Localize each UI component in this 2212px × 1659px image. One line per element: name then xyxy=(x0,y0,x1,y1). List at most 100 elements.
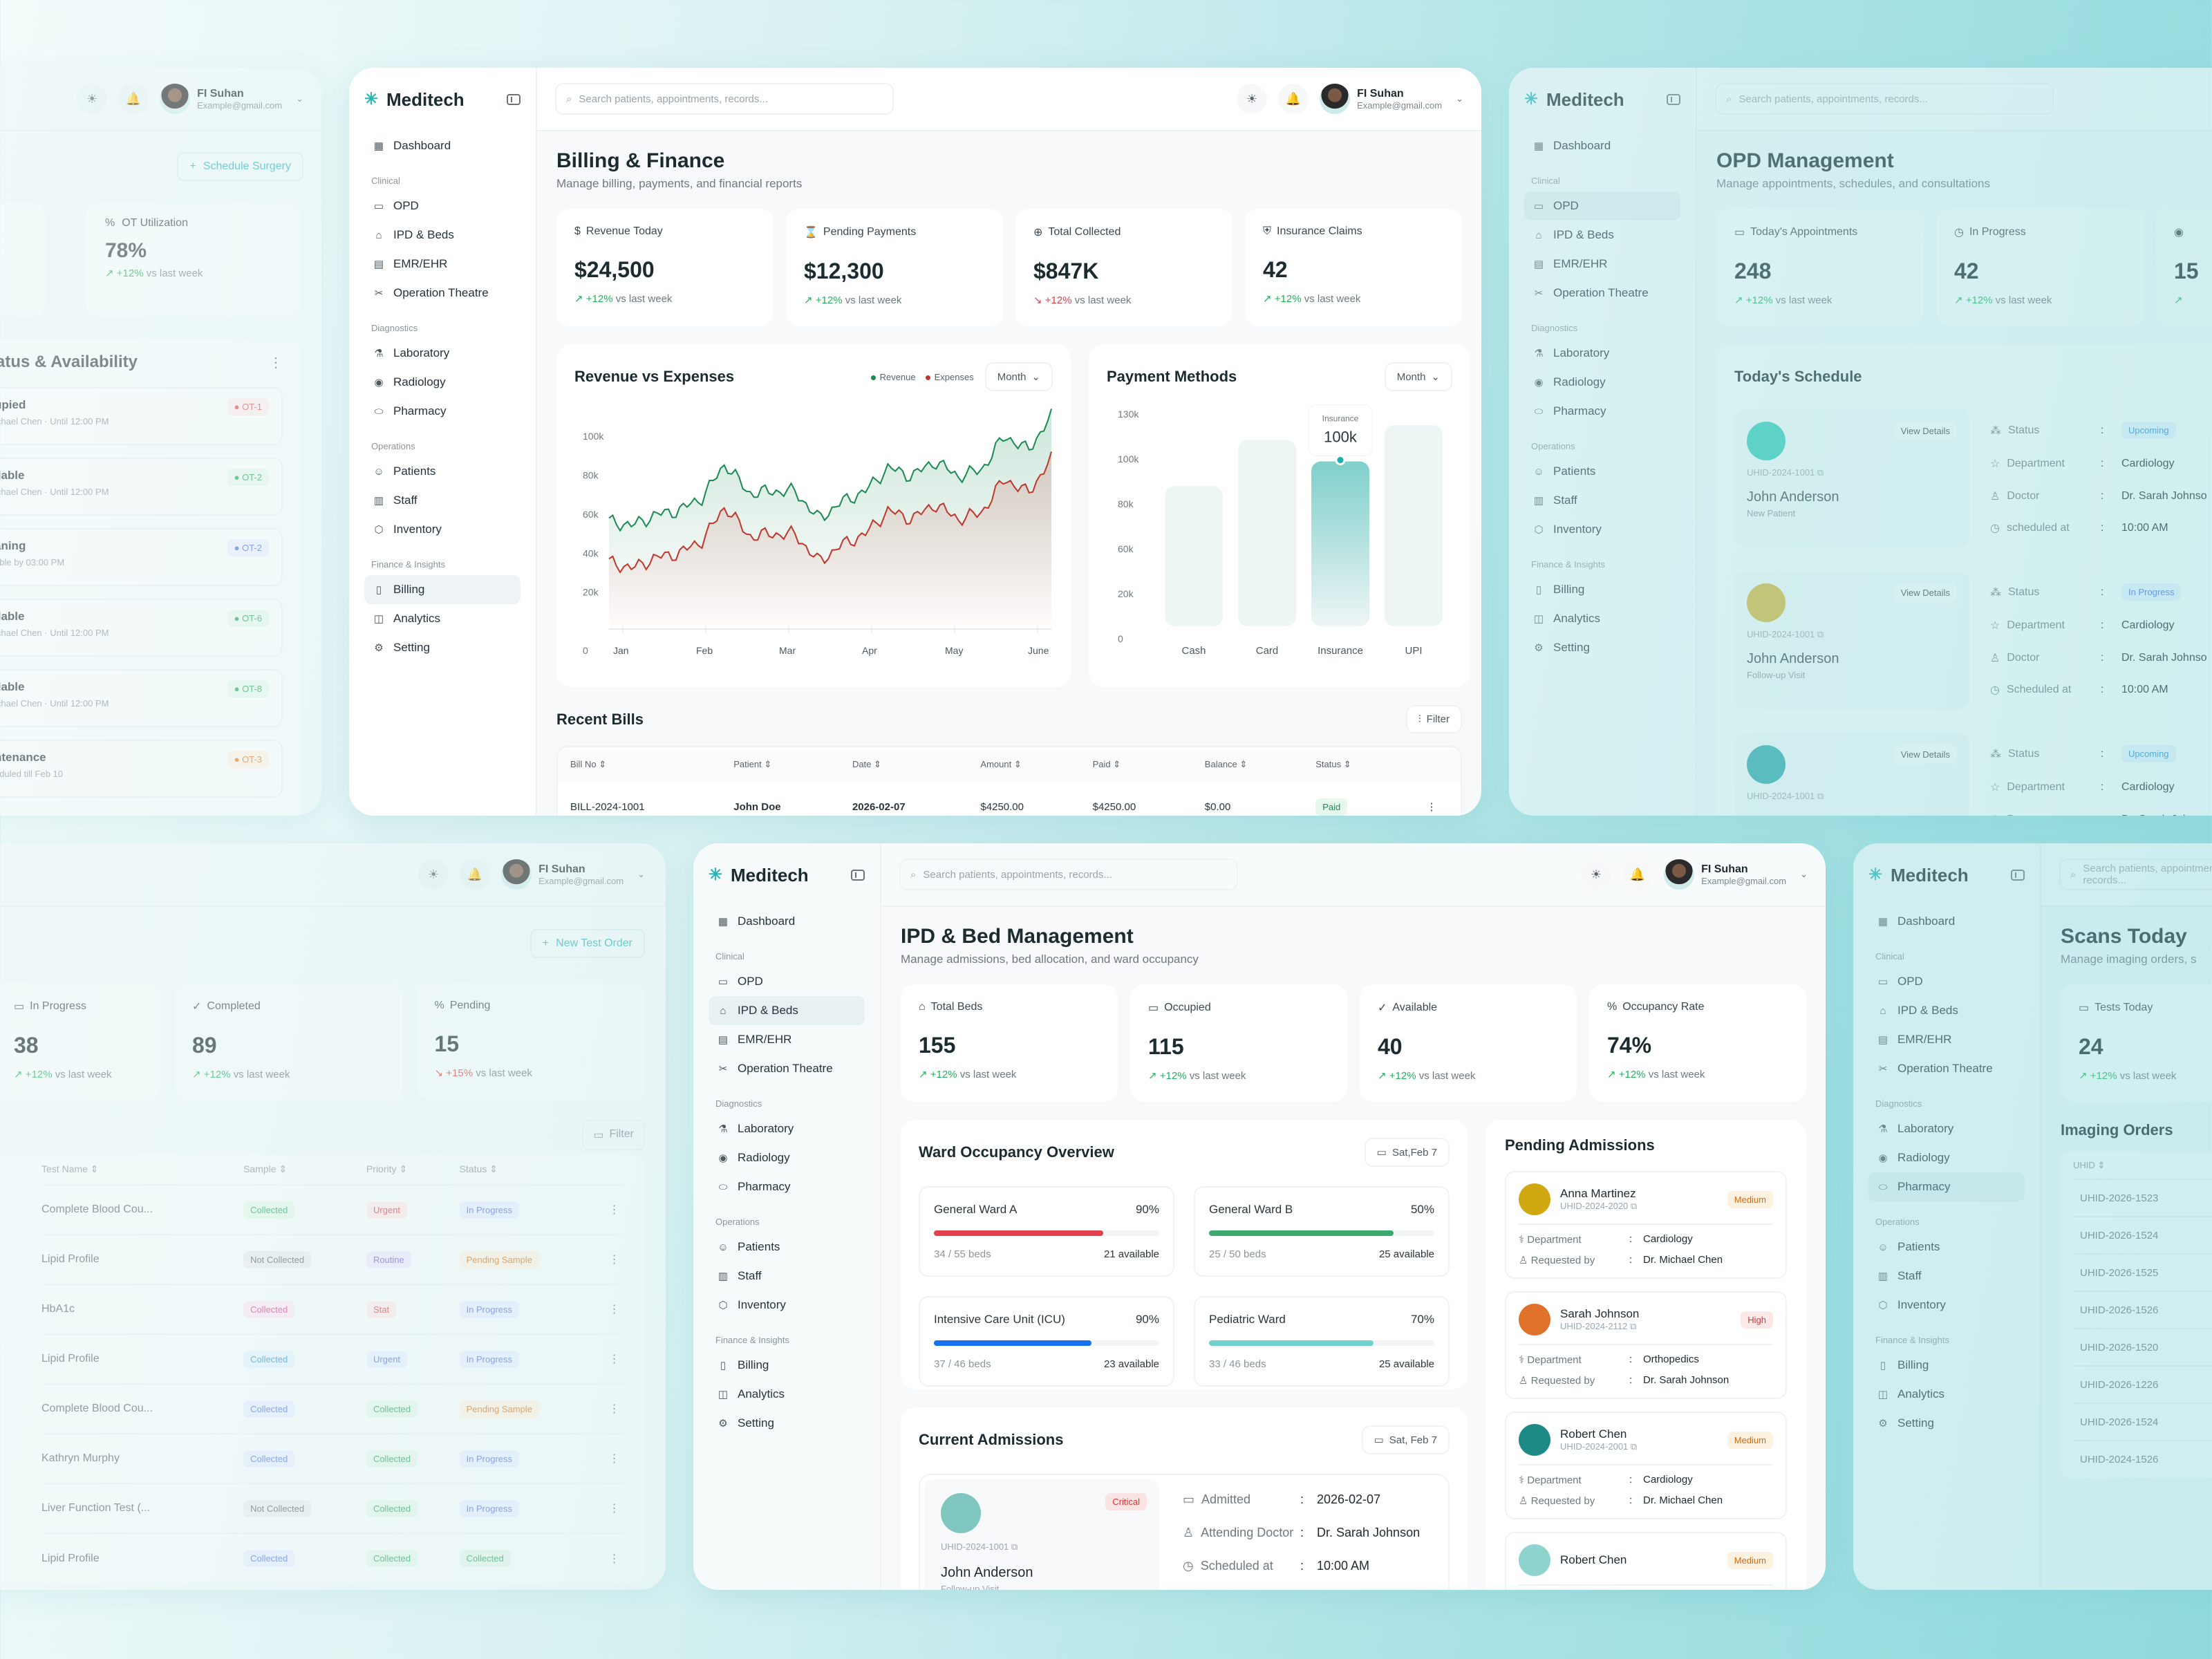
table-row[interactable]: UHID-2026-1523 Jo xyxy=(2073,1179,2212,1217)
table-row[interactable]: UHID-2026-1524 Gu xyxy=(2073,1403,2212,1441)
row-actions-icon[interactable]: ⋮ xyxy=(603,1234,624,1284)
sidebar-item-radiology[interactable]: ◉ Radiology xyxy=(1868,1143,2025,1172)
sidebar-item-inventory[interactable]: ⬡ Inventory xyxy=(1868,1291,2025,1320)
ot-status-row[interactable]: ilable ichael Chen · Until 12:00 PM ● OT… xyxy=(0,669,283,727)
sidebar-item-radiology[interactable]: ◉ Radiology xyxy=(709,1143,865,1172)
sidebar-item-patients[interactable]: ☺ Patients xyxy=(373,465,436,478)
table-row[interactable]: HbA1c Collected Stat In Progress ⋮ xyxy=(41,1284,624,1334)
sidebar-collapse-icon[interactable] xyxy=(507,94,521,105)
table-row[interactable]: UHID-2024-1526 Kri xyxy=(2073,1441,2212,1478)
sidebar-item-setting[interactable]: ⚙ Setting xyxy=(1524,633,1680,662)
sidebar-item-staff[interactable]: ▥ Staff xyxy=(718,1269,762,1282)
sidebar-item-opd[interactable]: ▭ OPD xyxy=(373,199,419,212)
sidebar-item-pharmacy[interactable]: ⬭ Pharmacy xyxy=(1868,1172,2025,1201)
sidebar-item-opd[interactable]: ▭ OPD xyxy=(1524,191,1680,221)
column-header[interactable]: Priority ⇕ xyxy=(366,1163,408,1174)
copy-icon[interactable]: ⧉ xyxy=(1817,629,1824,639)
sidebar-item-opd[interactable]: ▭ OPD xyxy=(718,975,763,988)
copy-icon[interactable]: ⧉ xyxy=(1817,791,1824,801)
sidebar-item-dashboard[interactable]: ▦ Dashboard xyxy=(373,139,451,152)
sidebar-item-operation-theatre[interactable]: ✂ Operation Theatre xyxy=(364,279,521,308)
sidebar-item-pharmacy[interactable]: ⬭ Pharmacy xyxy=(1524,397,1680,426)
ot-status-row[interactable]: ntenance eduled till Feb 10 ● OT-3 xyxy=(0,740,283,798)
sidebar-item-ipd[interactable]: ⌂ IPD & Beds xyxy=(709,996,865,1025)
ward-card[interactable]: Intensive Care Unit (ICU) 90% 37 / 46 bed… xyxy=(919,1296,1174,1387)
search-input[interactable]: ⌕ Search patients, appointments, records… xyxy=(555,83,894,115)
sidebar-item-analytics[interactable]: ◫ Analytics xyxy=(373,612,441,625)
notification-button[interactable]: 🔔 xyxy=(118,84,149,114)
column-header[interactable]: Status ⇕ xyxy=(459,1163,498,1174)
row-actions-icon[interactable]: ⋮ xyxy=(603,1284,624,1334)
sidebar-item-laboratory[interactable]: ⚗ Laboratory xyxy=(709,1114,865,1143)
ot-status-row[interactable]: aning able by 03:00 PM ● OT-2 xyxy=(0,528,283,586)
ward-card[interactable]: General Ward A 90% 34 / 55 beds 21 availab… xyxy=(919,1186,1174,1277)
copy-icon[interactable]: ⧉ xyxy=(1629,1321,1637,1331)
sidebar-item-analytics[interactable]: ◫ Analytics xyxy=(1877,1387,1945,1400)
sidebar-item-laboratory[interactable]: ⚗ Laboratory xyxy=(364,339,521,368)
table-row[interactable]: Liver Function Test (... Not Collected C… xyxy=(41,1483,624,1533)
sidebar-item-staff[interactable]: ▥ Staff xyxy=(1533,494,1577,507)
sidebar-item-ipd[interactable]: ⌂ IPD & Beds xyxy=(364,221,521,250)
ward-card[interactable]: Pediatric Ward 70% 33 / 46 beds 25 availab… xyxy=(1194,1296,1450,1387)
column-header[interactable]: Amount ⇕ xyxy=(968,747,1080,782)
sidebar-item-operation-theatre[interactable]: ✂ Operation Theatre xyxy=(1524,279,1680,308)
notification-button[interactable]: 🔔 xyxy=(1622,859,1653,890)
schedule-surgery-button[interactable]: + Schedule Surgery xyxy=(177,152,303,181)
sidebar-item-pharmacy[interactable]: ⬭ Pharmacy xyxy=(709,1172,865,1201)
sidebar-item-analytics[interactable]: ◫ Analytics xyxy=(1533,612,1601,625)
row-actions-icon[interactable]: ⋮ xyxy=(603,1184,624,1235)
user-menu[interactable]: FI Suhan Example@gmail.com ⌄ xyxy=(1664,859,1808,890)
ward-card[interactable]: General Ward B 50% 25 / 50 beds 25 availab… xyxy=(1194,1186,1450,1277)
column-header[interactable]: Paid ⇕ xyxy=(1080,747,1192,782)
sidebar-item-patients[interactable]: ☺ Patients xyxy=(1533,465,1596,478)
ot-status-row[interactable]: upied ichael Chen · Until 12:00 PM ● OT-… xyxy=(0,387,283,445)
sidebar-item-setting[interactable]: ⚙ Setting xyxy=(1868,1409,2025,1438)
sidebar-item-inventory[interactable]: ⬡ Inventory xyxy=(364,515,521,544)
sidebar-item-emr[interactable]: ▤ EMR/EHR xyxy=(718,1033,792,1046)
sidebar-collapse-icon[interactable] xyxy=(1667,94,1680,105)
notification-button[interactable]: 🔔 xyxy=(460,859,491,890)
column-header[interactable]: Date ⇕ xyxy=(839,747,968,782)
search-input[interactable]: ⌕ Search patients, appointments, records.… xyxy=(2059,859,2212,890)
sidebar-item-billing[interactable]: ▯ Billing xyxy=(709,1351,865,1380)
column-header-uhid[interactable]: UHID ⇕ xyxy=(2073,1159,2106,1170)
sidebar-item-emr[interactable]: ▤ EMR/EHR xyxy=(1533,257,1608,270)
filter-button[interactable]: ⫶ Filter xyxy=(1405,705,1462,733)
row-actions-icon[interactable]: ⋮ xyxy=(603,1383,624,1434)
search-input[interactable]: ⌕ Search patients, appointments, records.… xyxy=(899,859,1238,890)
new-test-order-button[interactable]: + New Test Order xyxy=(529,929,645,958)
date-picker[interactable]: ▭ Sat, Feb 7 xyxy=(1361,1425,1450,1454)
row-actions-icon[interactable]: ⋮ xyxy=(603,1433,624,1483)
sidebar-item-opd[interactable]: ▭ OPD xyxy=(1877,975,1923,988)
view-details-button[interactable]: View Details xyxy=(1893,422,1957,440)
ot-status-row[interactable]: ilable ichael Chen · Until 12:00 PM ● OT… xyxy=(0,458,283,516)
table-row[interactable]: UHID-2026-1525 Ro xyxy=(2073,1254,2212,1291)
sidebar-collapse-icon[interactable] xyxy=(851,870,865,881)
filter-button[interactable]: ▭ Filter xyxy=(582,1120,645,1150)
pending-admission-item[interactable]: Sarah Johnson UHID-2024-2112 ⧉ High ⚕ Dep… xyxy=(1505,1291,1787,1399)
column-header[interactable]: Patient ⇕ xyxy=(721,747,840,782)
sidebar-item-setting[interactable]: ⚙ Setting xyxy=(364,633,521,662)
sidebar-item-emr[interactable]: ▤ EMR/EHR xyxy=(1877,1033,1952,1046)
sidebar-item-patients[interactable]: ☺ Patients xyxy=(718,1240,780,1253)
sidebar-item-pharmacy[interactable]: ⬭ Pharmacy xyxy=(364,397,521,426)
table-row[interactable]: Lipid Profile Collected Collected Collec… xyxy=(41,1533,624,1583)
sidebar-item-staff[interactable]: ▥ Staff xyxy=(1877,1269,1922,1282)
column-header[interactable]: Test Name ⇕ xyxy=(41,1163,99,1174)
copy-icon[interactable]: ⧉ xyxy=(1817,467,1824,478)
sidebar-item-inventory[interactable]: ⬡ Inventory xyxy=(709,1291,865,1320)
theme-toggle-button[interactable]: ☀ xyxy=(1581,859,1612,890)
sidebar-item-radiology[interactable]: ◉ Radiology xyxy=(1524,368,1680,397)
pending-admission-item[interactable]: Anna Martinez UHID-2024-2020 ⧉ Medium ⚕ D… xyxy=(1505,1171,1787,1279)
sidebar-item-radiology[interactable]: ◉ Radiology xyxy=(364,368,521,397)
sidebar-item-analytics[interactable]: ◫ Analytics xyxy=(718,1387,785,1400)
sidebar-item-dashboard[interactable]: ▦ Dashboard xyxy=(1533,139,1611,152)
copy-icon[interactable]: ⧉ xyxy=(1011,1541,1018,1552)
column-header[interactable]: Status ⇕ xyxy=(1303,747,1403,782)
sidebar-item-ipd[interactable]: ⌂ IPD & Beds xyxy=(1868,996,2025,1025)
period-dropdown[interactable]: Month ⌄ xyxy=(984,362,1053,391)
user-menu[interactable]: FI Suhan Example@gmail.com ⌄ xyxy=(501,859,645,890)
column-header[interactable]: Sample ⇕ xyxy=(243,1163,288,1174)
table-row[interactable]: BILL-2024-1001 John Doe 2026-02-07 $4250… xyxy=(558,782,1461,816)
sidebar-item-laboratory[interactable]: ⚗ Laboratory xyxy=(1524,339,1680,368)
